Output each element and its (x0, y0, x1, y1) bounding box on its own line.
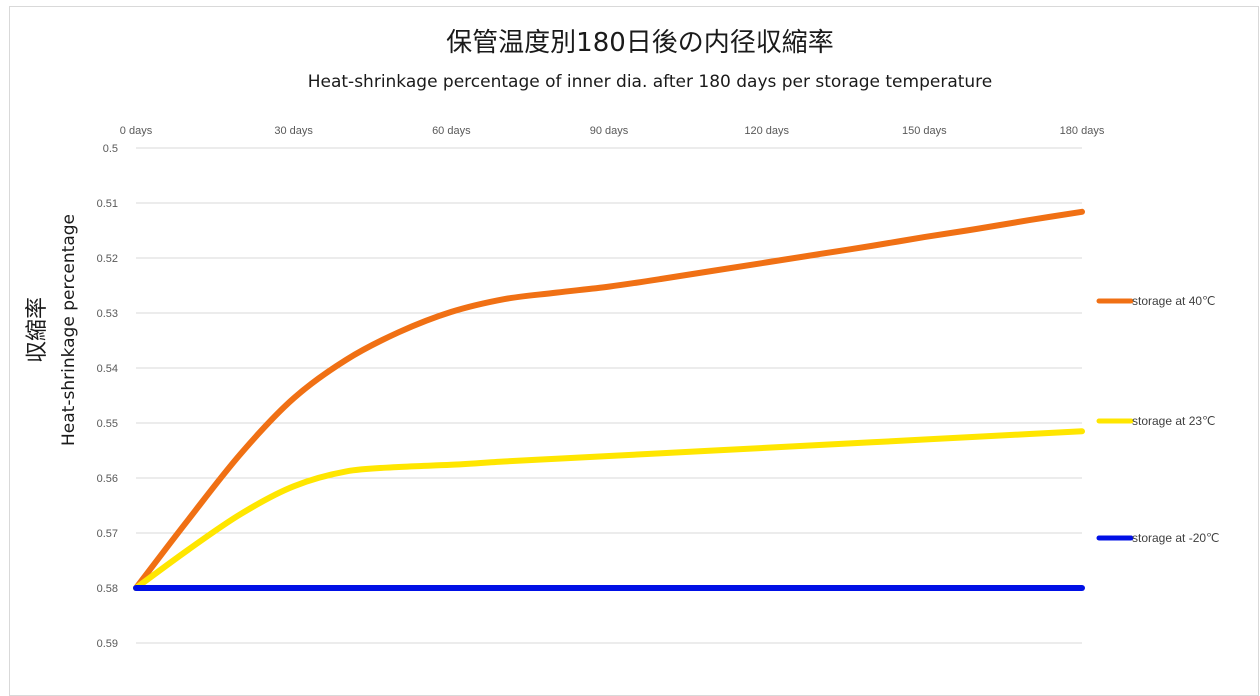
legend-label: storage at 40℃ (1132, 294, 1216, 308)
x-tick-label: 180 days (1060, 125, 1105, 137)
y-tick-label: 0.59 (97, 638, 118, 650)
y-tick-label: 0.57 (97, 528, 118, 540)
y-tick-label: 0.55 (97, 418, 118, 430)
legend-label: storage at -20℃ (1132, 531, 1220, 545)
chart-frame (9, 6, 1259, 696)
x-tick-label: 60 days (432, 125, 471, 137)
x-tick-label: 150 days (902, 125, 947, 137)
line-chart: 保管温度別180日後の内径収縮率 Heat-shrinkage percenta… (25, 28, 1220, 650)
gridlines (136, 147, 1082, 644)
chart-subtitle: Heat-shrinkage percentage of inner dia. … (308, 72, 993, 92)
chart-title: 保管温度別180日後の内径収縮率 (446, 28, 834, 58)
x-tick-label: 90 days (590, 125, 629, 137)
y-tick-label: 0.53 (97, 308, 118, 320)
y-tick-label: 0.5 (103, 143, 118, 155)
series-line (133, 208, 1085, 591)
legend: storage at 40℃ storage at 23℃ storage at -… (1096, 294, 1220, 545)
x-tick-label: 120 days (744, 125, 789, 137)
y-axis-label-en: Heat-shrinkage percentage (59, 214, 79, 446)
y-tick-label: 0.52 (97, 253, 118, 265)
y-tick-label: 0.51 (97, 198, 118, 210)
y-tick-label: 0.56 (97, 473, 118, 485)
series-lines (133, 208, 1085, 591)
x-tick-label: 30 days (274, 125, 313, 137)
y-axis-ticks: 0.5 0.51 0.52 0.53 0.54 0.55 0.56 0.57 0.58 0.59 (97, 143, 118, 650)
legend-label: storage at 23℃ (1132, 414, 1216, 428)
y-axis-label-jp: 収縮率 (25, 297, 50, 363)
x-axis-ticks: 0 days 30 days 60 days 90 days 120 days 150 d… (120, 125, 1105, 137)
x-tick-label: 0 days (120, 125, 153, 137)
y-tick-label: 0.58 (97, 583, 118, 595)
y-tick-label: 0.54 (97, 363, 118, 375)
series-line (133, 428, 1085, 591)
